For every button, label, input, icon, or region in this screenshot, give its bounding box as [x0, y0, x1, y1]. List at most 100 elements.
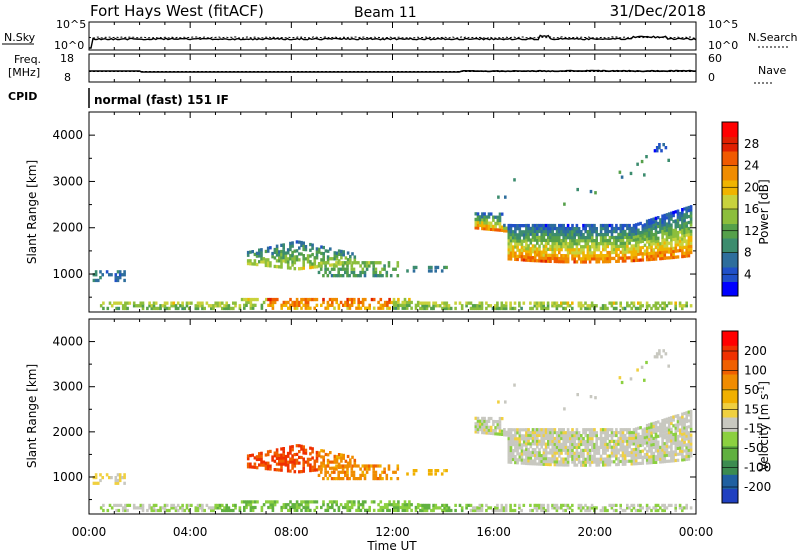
power-cell	[349, 258, 352, 262]
velocity-cell	[648, 449, 651, 453]
power-cell	[656, 230, 660, 234]
velocity-cell	[582, 451, 585, 455]
velocity-cell	[681, 426, 684, 431]
power-cell	[390, 300, 394, 305]
colorbar-swatch	[722, 194, 738, 210]
velocity-cell	[645, 441, 649, 445]
power-cell	[116, 276, 120, 280]
power-cell	[302, 297, 305, 302]
velocity-cell	[507, 448, 511, 452]
power-cell	[577, 227, 581, 231]
velocity-cell	[551, 506, 554, 510]
power-cell	[476, 304, 479, 308]
velocity-cell	[555, 508, 559, 513]
power-cell	[623, 235, 627, 239]
power-cell	[591, 239, 594, 243]
velocity-cell	[410, 503, 413, 507]
power-cell	[291, 254, 294, 258]
velocity-cell	[168, 508, 171, 513]
velocity-cell	[610, 439, 614, 443]
velocity-cell	[381, 477, 384, 481]
power-cell	[194, 306, 198, 311]
velocity-cell	[628, 506, 631, 510]
velocity-cell	[604, 434, 607, 438]
velocity-cell	[522, 503, 526, 507]
power-cell	[619, 241, 623, 245]
velocity-cell	[630, 462, 634, 466]
velocity-cell	[670, 419, 673, 423]
power-cell	[320, 245, 323, 249]
power-cell	[573, 227, 576, 231]
velocity-cell	[124, 506, 127, 510]
power-cell	[604, 229, 607, 234]
velocity-cell	[645, 432, 649, 436]
power-cell	[322, 245, 325, 250]
power-cell	[507, 251, 511, 255]
velocity-cell	[494, 420, 497, 424]
power-cell	[564, 226, 568, 231]
power-cell	[577, 239, 581, 243]
velocity-cell	[331, 505, 334, 510]
power-cell	[575, 248, 579, 252]
velocity-cell	[483, 431, 486, 435]
power-cell	[520, 239, 524, 243]
velocity-cell	[547, 433, 550, 438]
velocity-cell	[509, 445, 513, 450]
velocity-cell	[663, 506, 666, 510]
power-cell	[218, 301, 222, 305]
velocity-cell	[544, 448, 548, 452]
velocity-cell	[566, 431, 570, 435]
power-cell	[542, 247, 546, 251]
velocity-cell	[681, 429, 684, 433]
velocity-cell	[514, 431, 517, 435]
power-cell	[397, 303, 400, 307]
velocity-cell	[623, 433, 627, 438]
power-cell	[652, 239, 656, 243]
power-cell	[558, 260, 561, 264]
power-cell	[584, 242, 587, 246]
velocity-cell	[514, 458, 517, 462]
power-cell	[650, 233, 653, 237]
velocity-cell	[542, 433, 546, 438]
velocity-cell	[641, 431, 645, 435]
velocity-cell	[630, 459, 634, 463]
power-cell	[612, 306, 616, 311]
colorbar-tick-label: 4	[744, 267, 752, 281]
velocity-cell	[275, 456, 279, 460]
power-cell	[249, 297, 253, 302]
velocity-cell	[514, 455, 517, 459]
velocity-cell	[150, 506, 154, 510]
power-cell	[113, 301, 116, 305]
power-cell	[683, 236, 686, 241]
velocity-cell	[562, 428, 565, 432]
power-cell	[359, 270, 362, 275]
velocity-cell	[115, 508, 118, 513]
power-cell	[480, 304, 484, 308]
velocity-cell	[588, 428, 592, 432]
velocity-cell	[320, 505, 323, 510]
power-cell	[353, 255, 357, 259]
power-cell	[520, 248, 524, 253]
velocity-cell	[615, 448, 618, 452]
power-cell	[507, 242, 511, 246]
power-cell	[549, 256, 552, 260]
velocity-cell	[531, 428, 535, 432]
velocity-cell	[489, 506, 493, 510]
velocity-cell	[443, 508, 446, 513]
power-cell	[339, 274, 343, 278]
velocity-cell	[260, 460, 263, 464]
power-cell	[689, 235, 693, 239]
velocity-cell	[389, 477, 393, 481]
power-cell	[575, 233, 579, 237]
velocity-cell	[396, 467, 400, 471]
power-cell	[670, 253, 673, 257]
velocity-cell	[271, 455, 274, 459]
velocity-cell	[443, 503, 446, 507]
power-cell	[558, 226, 561, 231]
power-cell	[593, 239, 596, 243]
velocity-cell	[584, 463, 587, 467]
velocity-cell	[498, 420, 502, 424]
velocity-cell	[298, 461, 301, 465]
power-cell	[348, 297, 352, 302]
velocity-cell	[661, 460, 664, 464]
